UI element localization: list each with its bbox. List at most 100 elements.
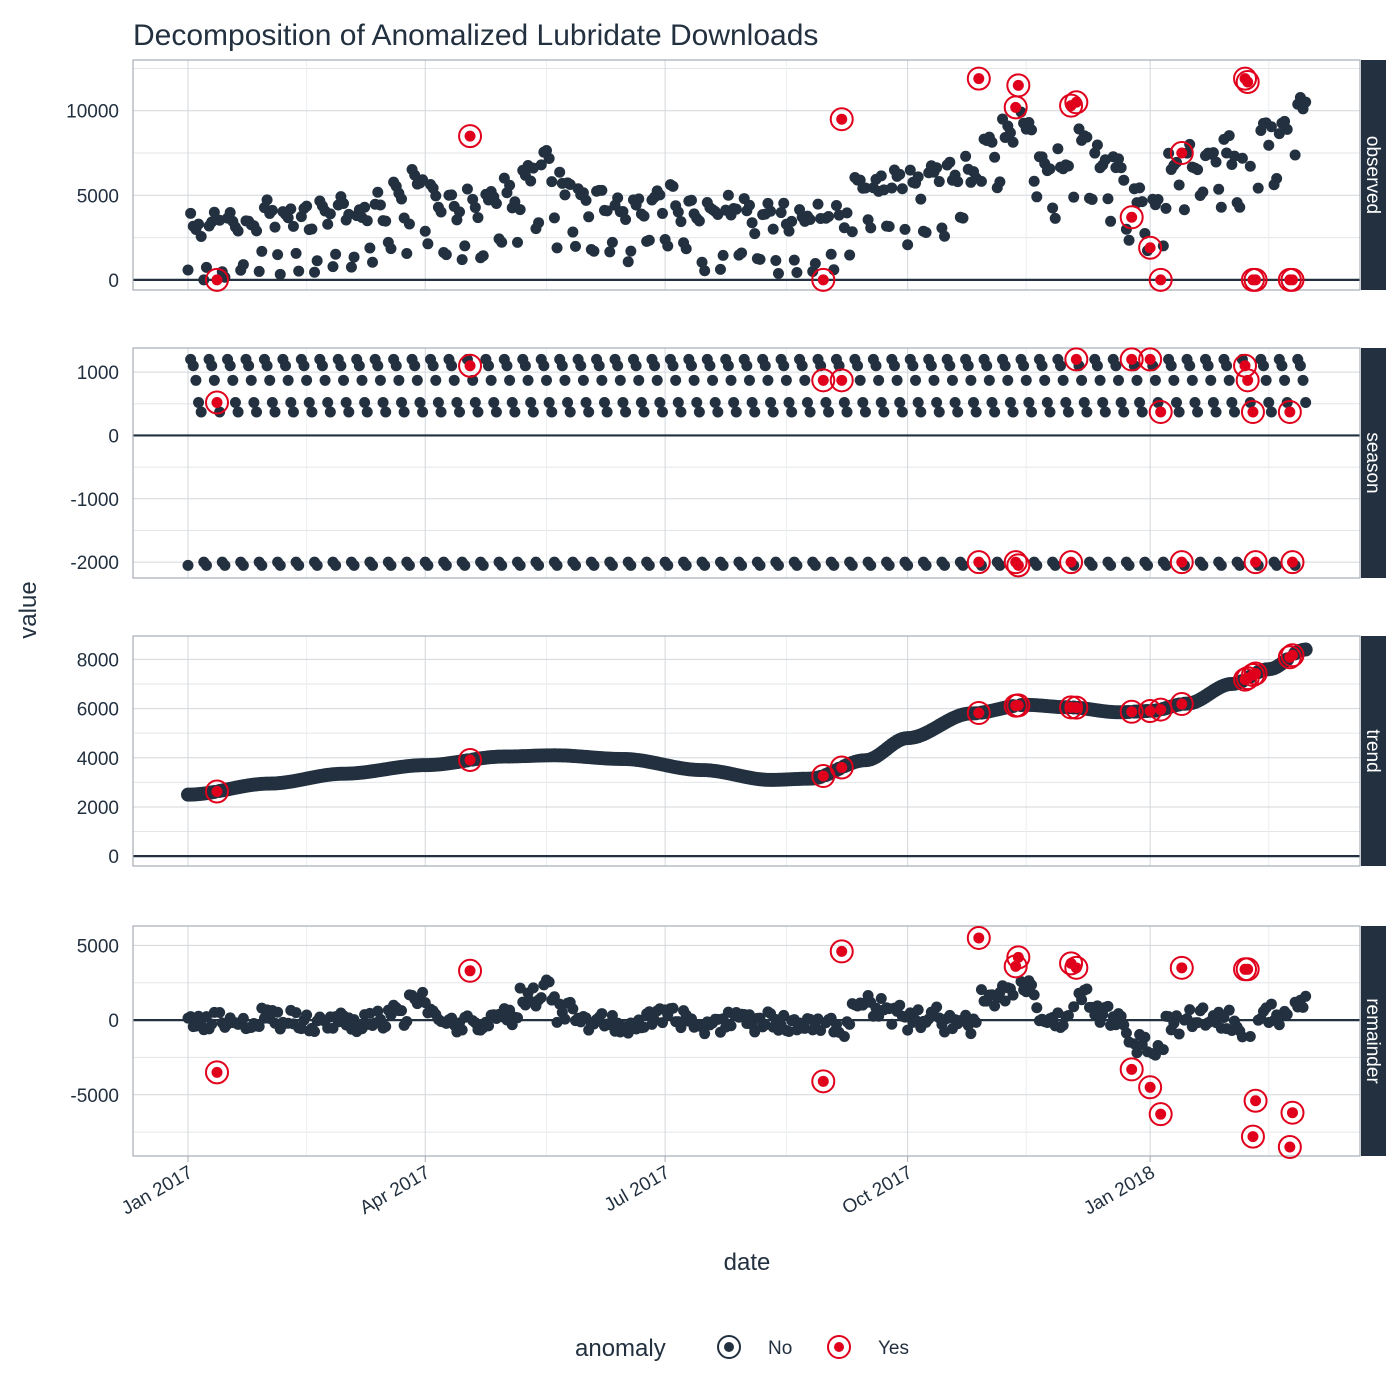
legend-key-yes-ring [827,1335,851,1359]
anomaly-ring [1006,945,1031,970]
data-point [1105,215,1117,227]
data-point [1223,1004,1235,1016]
data-point [214,1007,226,1019]
data-point [1007,406,1019,418]
data-point [596,1008,608,1020]
data-point [1134,396,1146,408]
anomaly-ring [829,755,854,780]
anomaly-ring [1169,955,1194,980]
data-point [293,559,305,571]
legend-label-no: No [768,1338,792,1359]
data-point [504,374,516,386]
anomaly-ring [1059,93,1084,118]
data-point [195,231,207,243]
data-point [873,374,885,386]
data-point [1281,396,1293,408]
data-point [1142,559,1154,571]
data-point [1115,162,1127,174]
data-point [193,396,205,408]
data-point [931,162,943,174]
anomaly-point [464,965,476,977]
data-point [604,246,616,258]
anomaly-ring [204,1060,229,1085]
data-point [1160,202,1172,214]
data-point [1265,998,1277,1010]
data-point [649,360,661,372]
anomaly-ring [1280,643,1305,668]
data-point [1015,976,1027,988]
data-point [1060,396,1072,408]
data-point [612,360,624,372]
data-point [224,360,236,372]
data-point [322,218,334,230]
anomaly-ring [829,107,854,132]
data-point [1168,374,1180,386]
panel-border [132,59,1361,291]
data-point [390,360,402,372]
data-point [512,1012,523,1024]
data-point [1068,191,1080,203]
data-point [253,1021,265,1033]
data-point [556,360,568,372]
data-point [380,406,392,418]
data-point [620,406,632,418]
data-point [812,198,824,210]
data-point [1276,360,1288,372]
data-point [256,245,268,257]
anomaly-point [1242,76,1254,88]
data-point [1086,193,1098,205]
data-point [361,406,373,418]
data-point [1139,1031,1151,1043]
data-point [264,374,276,386]
data-point [675,1022,687,1034]
data-point [514,204,526,216]
data-point [838,1030,850,1042]
data-point [348,559,360,571]
data-point [651,374,663,386]
data-point [446,360,458,372]
data-point [1026,979,1038,991]
data-point [1102,193,1114,205]
data-point [1031,1002,1043,1014]
anomaly-point [1176,962,1188,974]
data-point [699,559,711,571]
data-point [1110,360,1122,372]
data-point [965,374,977,386]
data-point [525,396,537,408]
data-point [1298,642,1313,657]
facet-strip-label: season [1362,432,1383,493]
data-point [253,265,265,277]
data-point [364,242,376,254]
data-point [910,374,922,386]
data-point [1263,396,1275,408]
data-point [1149,1049,1161,1061]
data-point [625,245,637,257]
data-point [309,1025,321,1037]
data-point [622,256,634,268]
data-point [617,396,629,408]
data-point [385,559,397,571]
data-point [1192,406,1204,418]
data-point [894,168,906,180]
data-point [778,1009,790,1021]
data-point [353,360,365,372]
data-point [1173,179,1185,191]
facet-panel-season: -2000 -1000 0 1000 season [70,347,1386,579]
data-point [1149,374,1161,386]
anomaly-point [836,113,848,125]
legend-key-no-dot [724,1342,734,1352]
anomaly-ring [1169,692,1194,717]
data-point [896,406,908,418]
data-point [983,374,995,386]
data-point [1197,559,1209,571]
x-tick-label: Jan 2017 [118,1162,196,1219]
data-point [1300,396,1312,408]
anomaly-ring [1280,1100,1305,1125]
data-point [514,982,526,994]
data-point [762,374,774,386]
data-point [1136,196,1148,208]
panel-border [132,925,1361,1157]
data-point [393,374,405,386]
data-point [1031,559,1043,571]
data-point [185,1011,197,1023]
